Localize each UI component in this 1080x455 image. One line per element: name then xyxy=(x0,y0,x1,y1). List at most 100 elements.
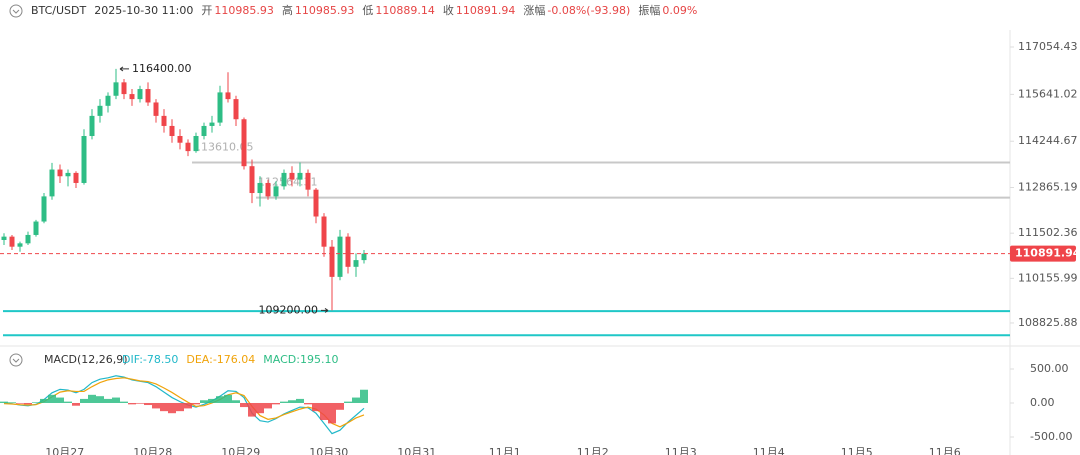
candle-body xyxy=(121,82,127,95)
histogram-bar xyxy=(144,402,152,406)
y-tick-label: 117054.43 xyxy=(1018,40,1078,53)
macd-title: MACD(12,26,9) xyxy=(44,353,128,366)
collapse-icon[interactable] xyxy=(9,4,23,18)
histogram-bar xyxy=(248,402,256,417)
histogram-bar xyxy=(272,402,280,405)
histogram-bar xyxy=(200,400,208,403)
histogram-bar xyxy=(64,401,72,403)
candle-body xyxy=(145,89,151,103)
low-arrow xyxy=(321,308,329,313)
histogram-bar xyxy=(56,397,64,403)
histogram-bar xyxy=(136,402,144,404)
histogram-bar xyxy=(224,394,232,403)
level-label: 113610.05 xyxy=(194,141,254,154)
y-tick-label: 0.00 xyxy=(1030,396,1055,409)
y-tick-label: 114244.67 xyxy=(1018,134,1078,147)
field-label: 开 xyxy=(201,4,212,17)
field-value: 0.09% xyxy=(662,4,697,17)
last-price-box xyxy=(1010,245,1076,262)
x-tick-label: 11月1 xyxy=(489,446,521,455)
candle-body xyxy=(329,246,335,277)
candle-body xyxy=(209,122,215,126)
field-value: -0.08%(-93.98) xyxy=(547,4,630,17)
candle-body xyxy=(249,166,255,194)
histogram-bar xyxy=(16,402,24,404)
candle-body xyxy=(273,186,279,197)
histogram-bar xyxy=(40,398,48,403)
candle-body xyxy=(89,115,95,137)
level-label: 112564.31 xyxy=(258,176,318,189)
field-label: 低 xyxy=(362,4,373,17)
time: 2025-10-30 11:00 xyxy=(94,4,193,17)
y-tick-label: 112865.19 xyxy=(1018,180,1078,193)
candle-body xyxy=(241,119,247,167)
histogram-bar xyxy=(184,402,192,409)
collapse-chevron xyxy=(12,358,20,363)
histogram-bar xyxy=(112,397,120,403)
candle-body xyxy=(161,115,167,126)
candle-body xyxy=(193,136,199,152)
candle-body xyxy=(9,236,15,247)
macd-line xyxy=(3,377,365,428)
histogram-bar xyxy=(128,402,136,405)
histogram-bar xyxy=(336,402,344,410)
last-price-label: 110891.94 xyxy=(1015,247,1080,260)
candle-body xyxy=(153,102,159,116)
histogram-bar xyxy=(256,402,264,414)
candle-body xyxy=(233,99,239,120)
y-tick-label: 115641.02 xyxy=(1018,87,1078,100)
x-tick-label: 10月30 xyxy=(309,446,348,455)
histogram-bar xyxy=(208,398,216,403)
histogram-bar xyxy=(216,396,224,403)
candle-body xyxy=(97,105,103,116)
legend-entry: MACD:195.10 xyxy=(263,353,338,366)
candle-body xyxy=(57,169,63,177)
histogram-bar xyxy=(360,389,368,403)
candle-body xyxy=(217,92,223,123)
candle-body xyxy=(305,172,311,190)
histogram-bar xyxy=(280,401,288,403)
histogram-bar xyxy=(32,402,40,403)
field-label: 涨幅 xyxy=(523,4,545,17)
collapse-icon[interactable] xyxy=(9,353,23,367)
histogram-bar xyxy=(80,398,88,403)
candle-body xyxy=(177,136,183,143)
candle-body xyxy=(257,182,263,194)
field-value: 110985.93 xyxy=(214,4,274,17)
candle-body xyxy=(137,89,143,100)
candle-body xyxy=(313,189,319,217)
field-value: 110889.14 xyxy=(375,4,435,17)
candle-body xyxy=(353,260,359,267)
candle-body xyxy=(33,221,39,235)
field-value: 110985.93 xyxy=(295,4,355,17)
histogram-bar xyxy=(312,402,320,412)
x-tick-label: 10月31 xyxy=(397,446,436,455)
histogram-bar xyxy=(24,402,32,405)
field-label: 高 xyxy=(282,3,293,17)
histogram-bar xyxy=(288,400,296,403)
histogram-bar xyxy=(104,398,112,403)
histogram-bar xyxy=(8,402,16,403)
field-label: 收 xyxy=(443,3,454,17)
legend-entry: DIF:-78.50 xyxy=(122,353,178,366)
candle-body xyxy=(25,234,31,244)
histogram-bar xyxy=(320,402,328,420)
candle-body xyxy=(281,172,287,187)
candle-body xyxy=(129,94,135,100)
y-tick-label: 111502.36 xyxy=(1018,226,1078,239)
x-tick-label: 10月28 xyxy=(133,446,172,455)
high-label: 116400.00 xyxy=(132,62,192,75)
candle-body xyxy=(265,182,271,197)
histogram-bar xyxy=(72,402,80,406)
candle-body xyxy=(113,82,119,96)
field-label: 振幅 xyxy=(638,3,660,17)
x-tick-label: 11月3 xyxy=(665,446,697,455)
histogram-bar xyxy=(152,402,160,409)
candle-body xyxy=(105,95,111,106)
histogram-bar xyxy=(328,402,336,424)
histogram-bar xyxy=(240,402,248,408)
y-tick-label: -500.00 xyxy=(1030,430,1072,443)
symbol: BTC/USDT xyxy=(31,4,87,17)
